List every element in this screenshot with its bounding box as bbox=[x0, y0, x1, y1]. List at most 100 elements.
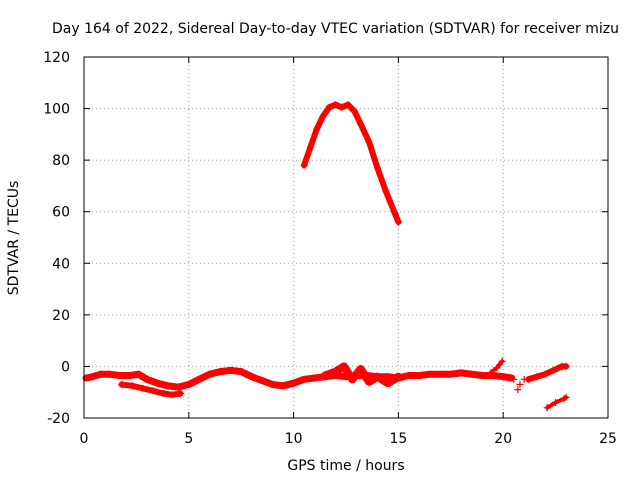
data-point bbox=[373, 164, 381, 172]
series-late-segment bbox=[524, 362, 570, 383]
data-point bbox=[126, 371, 134, 379]
data-point bbox=[139, 384, 147, 392]
data-point bbox=[426, 370, 434, 378]
data-point bbox=[365, 138, 373, 146]
data-point bbox=[105, 370, 113, 378]
data-point bbox=[468, 370, 476, 378]
data-point bbox=[562, 393, 570, 401]
data-point bbox=[300, 161, 308, 169]
x-tick-label: 0 bbox=[80, 431, 89, 447]
data-point bbox=[290, 379, 298, 387]
series-lower-branch bbox=[118, 380, 184, 399]
y-tick-labels: -20 0 20 40 60 80 100 120 bbox=[43, 50, 70, 427]
data-point bbox=[269, 380, 277, 388]
data-point bbox=[487, 369, 495, 377]
data-point bbox=[541, 370, 549, 378]
x-tick-label: 5 bbox=[184, 431, 193, 447]
data-point bbox=[248, 373, 256, 381]
data-point bbox=[118, 380, 126, 388]
series-peak-arc bbox=[300, 101, 402, 226]
x-tick-label: 20 bbox=[494, 431, 512, 447]
y-axis-label: SDTVAR / TECUs bbox=[6, 181, 22, 296]
data-point bbox=[319, 112, 327, 120]
x-tick-labels: 0 5 10 15 20 25 bbox=[80, 431, 617, 447]
data-point bbox=[394, 218, 402, 226]
data-point bbox=[384, 379, 392, 387]
data-point bbox=[499, 373, 507, 381]
data-point bbox=[457, 369, 465, 377]
data-point bbox=[357, 120, 365, 128]
data-point bbox=[373, 373, 381, 381]
y-tick-label: 120 bbox=[43, 50, 70, 66]
data-point bbox=[168, 391, 176, 399]
data-point bbox=[116, 371, 124, 379]
y-tick-label: 100 bbox=[43, 102, 70, 118]
data-point bbox=[394, 373, 402, 381]
data-point bbox=[160, 390, 168, 398]
data-point bbox=[300, 375, 308, 383]
y-tick-label: 20 bbox=[52, 308, 70, 324]
data-point bbox=[357, 365, 365, 373]
data-point bbox=[405, 371, 413, 379]
data-point bbox=[478, 371, 486, 379]
series-noise-band bbox=[321, 362, 403, 388]
grid-lines bbox=[84, 57, 608, 418]
data-point bbox=[562, 362, 570, 370]
data-point bbox=[415, 371, 423, 379]
data-point bbox=[185, 380, 193, 388]
data-point bbox=[134, 370, 142, 378]
data-point bbox=[533, 373, 541, 381]
x-tick-label: 10 bbox=[285, 431, 303, 447]
data-point bbox=[216, 368, 224, 376]
data-point bbox=[524, 375, 532, 383]
y-tick-label: 80 bbox=[52, 153, 70, 169]
data-series bbox=[82, 101, 570, 412]
data-point bbox=[447, 370, 455, 378]
data-point bbox=[390, 208, 398, 216]
data-point bbox=[348, 375, 356, 383]
data-point bbox=[552, 399, 560, 407]
data-point bbox=[543, 404, 551, 412]
data-point bbox=[128, 382, 136, 390]
series-line bbox=[545, 395, 569, 410]
series-late-low bbox=[543, 393, 570, 412]
data-point bbox=[174, 383, 182, 391]
series-spike-20 bbox=[487, 357, 506, 377]
data-point bbox=[332, 368, 340, 376]
data-point bbox=[311, 374, 319, 382]
chart-title: Day 164 of 2022, Sidereal Day-to-day VTE… bbox=[52, 21, 619, 37]
data-point bbox=[514, 386, 522, 394]
data-point bbox=[321, 371, 329, 379]
data-point bbox=[550, 366, 558, 374]
data-point bbox=[493, 364, 501, 372]
data-point bbox=[340, 362, 348, 370]
x-tick-label: 15 bbox=[389, 431, 407, 447]
data-point bbox=[149, 387, 157, 395]
y-tick-label: 40 bbox=[52, 256, 70, 272]
data-point bbox=[206, 370, 214, 378]
y-tick-label: 0 bbox=[61, 359, 70, 375]
data-point bbox=[195, 375, 203, 383]
data-point bbox=[350, 107, 358, 115]
data-point bbox=[344, 101, 352, 109]
data-point bbox=[436, 370, 444, 378]
data-point bbox=[498, 357, 506, 365]
data-point bbox=[153, 379, 161, 387]
x-axis-label: GPS time / hours bbox=[287, 458, 404, 474]
data-point bbox=[313, 125, 321, 133]
data-point bbox=[176, 390, 184, 398]
data-point bbox=[332, 101, 340, 109]
data-point bbox=[143, 375, 151, 383]
data-point bbox=[97, 370, 105, 378]
data-point bbox=[164, 382, 172, 390]
data-point bbox=[325, 103, 333, 111]
data-point bbox=[382, 187, 390, 195]
x-tick-label: 25 bbox=[599, 431, 617, 447]
data-point bbox=[516, 380, 524, 388]
plot-frame bbox=[83, 56, 609, 419]
y-tick-label: -20 bbox=[47, 411, 70, 427]
data-point bbox=[510, 375, 518, 383]
data-point bbox=[88, 373, 96, 381]
